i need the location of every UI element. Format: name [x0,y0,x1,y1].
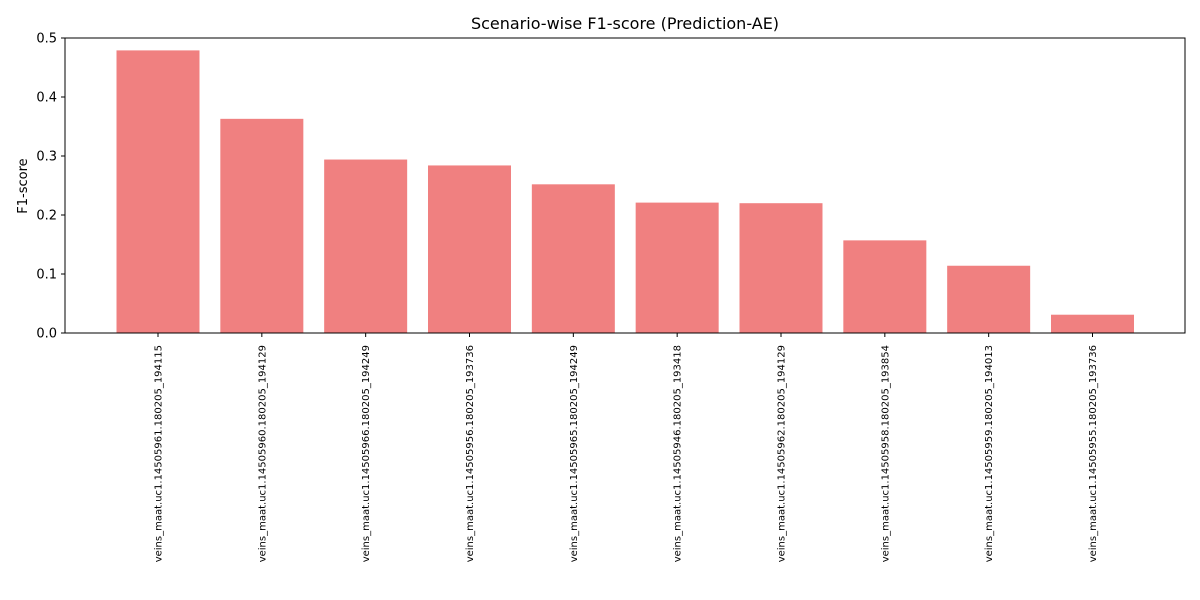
y-tick-label: 0.4 [36,91,57,106]
bar [843,240,927,333]
y-tick-label: 0.0 [36,327,57,342]
bar [739,203,823,333]
bar [116,50,200,333]
plot-frame [64,37,1186,334]
bar [324,159,408,333]
y-tick-label: 0.1 [36,268,57,283]
bar [531,184,615,333]
x-tick-label: veins_maat.uc1.14505946.180205_193418 [673,345,684,562]
x-tick-label: veins_maat.uc1.14505962.180205_194129 [777,345,788,562]
x-tick-label: veins_maat.uc1.14505965.180205_194249 [569,345,580,562]
x-tick-label: veins_maat.uc1.14505955.180205_193736 [1088,345,1099,562]
x-tick-label: veins_maat.uc1.14505960.180205_194129 [257,345,268,562]
chart-title: Scenario-wise F1-score (Prediction-AE) [471,14,779,33]
x-tick-label: veins_maat.uc1.14505956.180205_193736 [465,345,476,562]
bar [635,202,719,333]
x-ticks-group: veins_maat.uc1.14505961.180205_194115 vei… [154,333,1099,562]
bar [428,165,511,333]
x-tick-label: veins_maat.uc1.14505966.180205_194249 [361,345,372,562]
y-axis-label: F1-score [16,158,31,213]
y-ticks-group: 0.0 0.1 0.2 0.3 0.4 0.5 [36,32,65,342]
y-tick-label: 0.3 [36,150,57,165]
x-tick-label: veins_maat.uc1.14505961.180205_194115 [154,345,165,562]
bar [947,265,1031,333]
y-tick-label: 0.5 [36,32,57,47]
x-tick-label: veins_maat.uc1.14505958.180205_193854 [880,345,891,562]
y-tick-label: 0.2 [36,209,57,224]
bar [1051,314,1134,333]
bar [220,118,304,333]
x-tick-label: veins_maat.uc1.14505959.180205_194013 [984,345,995,562]
bars-group [116,50,1134,333]
